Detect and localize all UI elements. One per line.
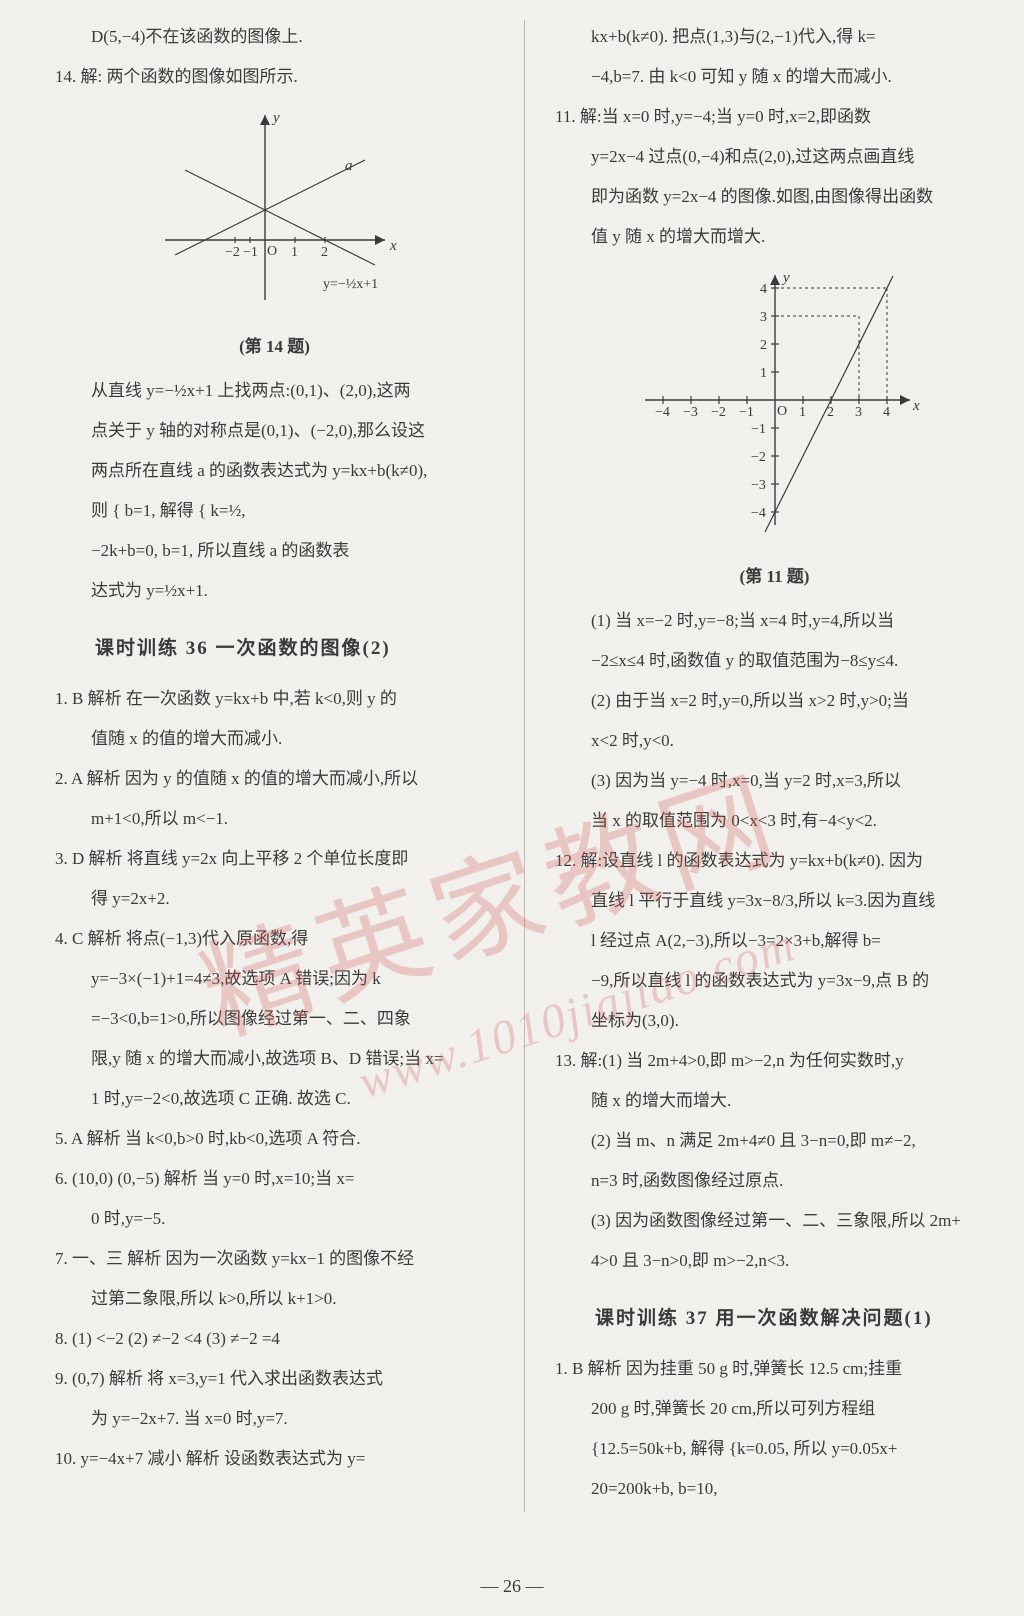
graph-14: y x a O −2 −1 1 2 y=−½x+1 [55, 100, 494, 322]
q14-p3: 两点所在直线 a 的函数表达式为 y=kx+b(k≠0), [55, 454, 494, 488]
svg-text:1: 1 [799, 405, 806, 420]
q11-2: (2) 由于当 x=2 时,y=0,所以当 x>2 时,y>0;当 [555, 684, 994, 718]
svg-text:2: 2 [321, 245, 328, 260]
svg-text:−2: −2 [751, 450, 766, 465]
svg-text:−3: −3 [683, 405, 698, 420]
section-36-title: 课时训练 36 一次函数的图像(2) [55, 630, 494, 668]
q5: 5. A 解析 当 k<0,b>0 时,kb<0,选项 A 符合. [55, 1122, 494, 1156]
q3b: 得 y=2x+2. [55, 882, 494, 916]
svg-text:−1: −1 [739, 405, 754, 420]
svg-text:4: 4 [883, 405, 890, 420]
q4c: =−3<0,b=1>0,所以图像经过第一、二、四象 [55, 1002, 494, 1036]
svg-text:−4: −4 [655, 405, 670, 420]
svg-text:−3: −3 [751, 478, 766, 493]
q11-1: (1) 当 x=−2 时,y=−8;当 x=4 时,y=4,所以当 [555, 604, 994, 638]
q13a: 13. 解:(1) 当 2m+4>0,即 m>−2,n 为任何实数时,y [555, 1044, 994, 1078]
q7a: 7. 一、三 解析 因为一次函数 y=kx−1 的图像不经 [55, 1242, 494, 1276]
q14-lead: 14. 解: 两个函数的图像如图所示. [55, 60, 494, 94]
left-column: D(5,−4)不在该函数的图像上. 14. 解: 两个函数的图像如图所示. y … [55, 20, 494, 1512]
q4b: y=−3×(−1)+1=4≠3,故选项 A 错误;因为 k [55, 962, 494, 996]
svg-text:a: a [345, 158, 353, 174]
q6b: 0 时,y=−5. [55, 1202, 494, 1236]
q14-system: 则 { b=1, 解得 { k=½, [55, 494, 494, 528]
q7b: 过第二象限,所以 k>0,所以 k+1>0. [55, 1282, 494, 1316]
q11c: 即为函数 y=2x−4 的图像.如图,由图像得出函数 [555, 180, 994, 214]
q1r-d: 20=200k+b, b=10, [555, 1472, 994, 1506]
page-number: — 26 — [0, 1568, 1024, 1604]
q11d: 值 y 随 x 的增大而增大. [555, 220, 994, 254]
q11b: y=2x−4 过点(0,−4)和点(2,0),过这两点画直线 [555, 140, 994, 174]
q13d: n=3 时,函数图像经过原点. [555, 1164, 994, 1198]
q11-1b: −2≤x≤4 时,函数值 y 的取值范围为−8≤y≤4. [555, 644, 994, 678]
q14-p5: 达式为 y=½x+1. [55, 574, 494, 608]
svg-text:−2: −2 [225, 245, 240, 260]
q10: 10. y=−4x+7 减小 解析 设函数表达式为 y= [55, 1442, 494, 1476]
q11-2b: x<2 时,y<0. [555, 724, 994, 758]
q4d: 限,y 随 x 的增大而减小,故选项 B、D 错误;当 x= [55, 1042, 494, 1076]
q11-3b: 当 x 的取值范围为 0<x<3 时,有−4<y<2. [555, 804, 994, 838]
q12d: −9,所以直线 l 的函数表达式为 y=3x−9,点 B 的 [555, 964, 994, 998]
q4e: 1 时,y=−2<0,故选项 C 正确. 故选 C. [55, 1082, 494, 1116]
column-divider [524, 20, 525, 1512]
graph-11: y x O −4 −3 −2 −1 1 2 3 4 4 3 2 1 −1 −2 … [555, 260, 994, 552]
q11a: 11. 解:当 x=0 时,y=−4;当 y=0 时,x=2,即函数 [555, 100, 994, 134]
q2a: 2. A 解析 因为 y 的值随 x 的值的增大而减小,所以 [55, 762, 494, 796]
svg-text:1: 1 [291, 245, 298, 260]
svg-text:y: y [781, 270, 790, 286]
q14-p1: 从直线 y=−½x+1 上找两点:(0,1)、(2,0),这两 [55, 374, 494, 408]
q12a: 12. 解:设直线 l 的函数表达式为 y=kx+b(k≠0). 因为 [555, 844, 994, 878]
q1r-b: 200 g 时,弹簧长 20 cm,所以可列方程组 [555, 1392, 994, 1426]
svg-text:y=−½x+1: y=−½x+1 [323, 277, 378, 292]
graph14-caption: (第 14 题) [55, 330, 494, 364]
q4a: 4. C 解析 将点(−1,3)代入原函数,得 [55, 922, 494, 956]
q6a: 6. (10,0) (0,−5) 解析 当 y=0 时,x=10;当 x= [55, 1162, 494, 1196]
q8: 8. (1) <−2 (2) ≠−2 <4 (3) ≠−2 =4 [55, 1322, 494, 1356]
right-column: kx+b(k≠0). 把点(1,3)与(2,−1)代入,得 k= −4,b=7.… [555, 20, 994, 1512]
q12e: 坐标为(3,0). [555, 1004, 994, 1038]
svg-text:3: 3 [760, 310, 767, 325]
r10b: kx+b(k≠0). 把点(1,3)与(2,−1)代入,得 k= [555, 20, 994, 54]
svg-text:O: O [267, 244, 277, 259]
svg-text:2: 2 [760, 338, 767, 353]
svg-text:−1: −1 [243, 245, 258, 260]
q3a: 3. D 解析 将直线 y=2x 向上平移 2 个单位长度即 [55, 842, 494, 876]
svg-text:−2: −2 [711, 405, 726, 420]
svg-text:1: 1 [760, 366, 767, 381]
svg-text:y: y [271, 110, 280, 126]
q12c: l 经过点 A(2,−3),所以−3=2×3+b,解得 b= [555, 924, 994, 958]
svg-text:O: O [777, 404, 787, 419]
q1r-a: 1. B 解析 因为挂重 50 g 时,弹簧长 12.5 cm;挂重 [555, 1352, 994, 1386]
svg-text:x: x [389, 238, 397, 254]
q14-p2: 点关于 y 轴的对称点是(0,1)、(−2,0),那么设这 [55, 414, 494, 448]
q13f: 4>0 且 3−n>0,即 m>−2,n<3. [555, 1244, 994, 1278]
svg-text:−1: −1 [751, 422, 766, 437]
q11-3: (3) 因为当 y=−4 时,x=0,当 y=2 时,x=3,所以 [555, 764, 994, 798]
section-37-title: 课时训练 37 用一次函数解决问题(1) [555, 1300, 994, 1338]
q13b: 随 x 的增大而增大. [555, 1084, 994, 1118]
svg-text:3: 3 [855, 405, 862, 420]
svg-text:−4: −4 [751, 506, 766, 521]
q1b: 值随 x 的值的增大而减小. [55, 722, 494, 756]
svg-text:2: 2 [827, 405, 834, 420]
svg-text:x: x [912, 398, 920, 414]
q13e: (3) 因为函数图像经过第一、二、三象限,所以 2m+ [555, 1204, 994, 1238]
q12b: 直线 l 平行于直线 y=3x−8/3,所以 k=3.因为直线 [555, 884, 994, 918]
q1r-c: {12.5=50k+b, 解得 {k=0.05, 所以 y=0.05x+ [555, 1432, 994, 1466]
q14-system2: −2k+b=0, b=1, 所以直线 a 的函数表 [55, 534, 494, 568]
q2b: m+1<0,所以 m<−1. [55, 802, 494, 836]
r10c: −4,b=7. 由 k<0 可知 y 随 x 的增大而减小. [555, 60, 994, 94]
graph11-caption: (第 11 题) [555, 560, 994, 594]
text-d54: D(5,−4)不在该函数的图像上. [55, 20, 494, 54]
svg-text:4: 4 [760, 282, 767, 297]
q13c: (2) 当 m、n 满足 2m+4≠0 且 3−n=0,即 m≠−2, [555, 1124, 994, 1158]
q9a: 9. (0,7) 解析 将 x=3,y=1 代入求出函数表达式 [55, 1362, 494, 1396]
q9b: 为 y=−2x+7. 当 x=0 时,y=7. [55, 1402, 494, 1436]
page-body: D(5,−4)不在该函数的图像上. 14. 解: 两个函数的图像如图所示. y … [0, 0, 1024, 1522]
q1a: 1. B 解析 在一次函数 y=kx+b 中,若 k<0,则 y 的 [55, 682, 494, 716]
